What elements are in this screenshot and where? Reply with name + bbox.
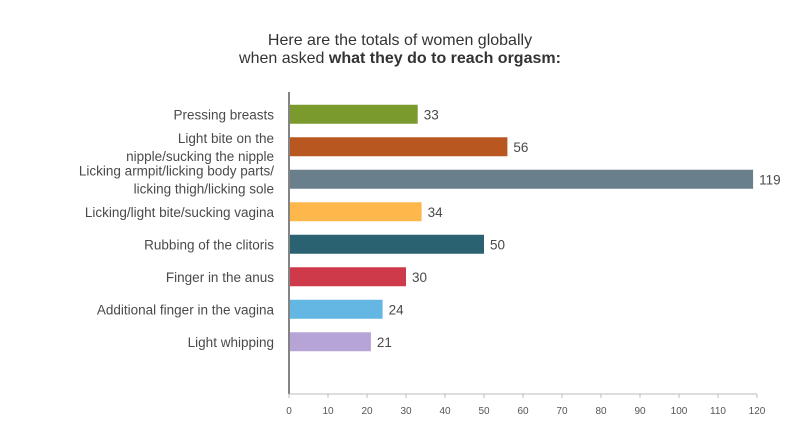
category-label: Light whipping [188, 335, 274, 350]
bar [290, 137, 508, 157]
bar [290, 234, 484, 254]
category-label: Licking/light bite/sucking vagina [85, 205, 275, 220]
x-tick-label: 120 [749, 406, 766, 417]
x-tick-label: 110 [710, 406, 726, 417]
data-label: 30 [412, 270, 427, 285]
bar [290, 299, 383, 319]
data-label: 33 [424, 107, 439, 122]
data-label: 56 [513, 140, 528, 155]
x-tick-label: 20 [361, 406, 373, 417]
data-label: 119 [759, 172, 781, 187]
data-label: 24 [389, 302, 405, 317]
x-tick-label: 90 [634, 406, 646, 417]
data-label: 34 [428, 205, 444, 220]
x-tick-label: 80 [595, 406, 607, 417]
category-label: Rubbing of the clitoris [144, 237, 274, 252]
chart-title-line-1: Here are the totals of women globally [267, 32, 533, 49]
x-tick-label: 70 [556, 406, 568, 417]
x-tick-label: 0 [286, 406, 292, 417]
bar [290, 267, 406, 287]
x-tick-label: 10 [322, 406, 334, 417]
category-label: nipple/sucking the nipple [126, 149, 274, 164]
chart-title-line-2: when asked what they do to reach orgasm: [0, 50, 800, 68]
chart-title-bold: what they do to reach orgasm: [328, 50, 561, 67]
bar [290, 169, 754, 189]
bar [290, 332, 371, 352]
category-label: Light bite on the [178, 131, 274, 146]
x-tick-label: 60 [517, 406, 529, 417]
category-label: Licking armpit/licking body parts/ [79, 163, 274, 178]
data-label: 21 [377, 335, 392, 350]
data-label: 50 [490, 237, 505, 252]
x-tick-label: 100 [671, 406, 688, 417]
bar [290, 202, 422, 222]
chart-title-prefix: when asked [239, 50, 329, 67]
x-tick-label: 30 [400, 406, 412, 417]
x-tick-label: 50 [478, 406, 490, 417]
category-label: Pressing breasts [173, 107, 274, 122]
category-label: Finger in the anus [166, 270, 274, 285]
x-tick-label: 40 [439, 406, 451, 417]
category-label: Additional finger in the vagina [97, 302, 275, 317]
bar [290, 104, 418, 124]
category-label: licking thigh/licking sole [134, 181, 274, 196]
